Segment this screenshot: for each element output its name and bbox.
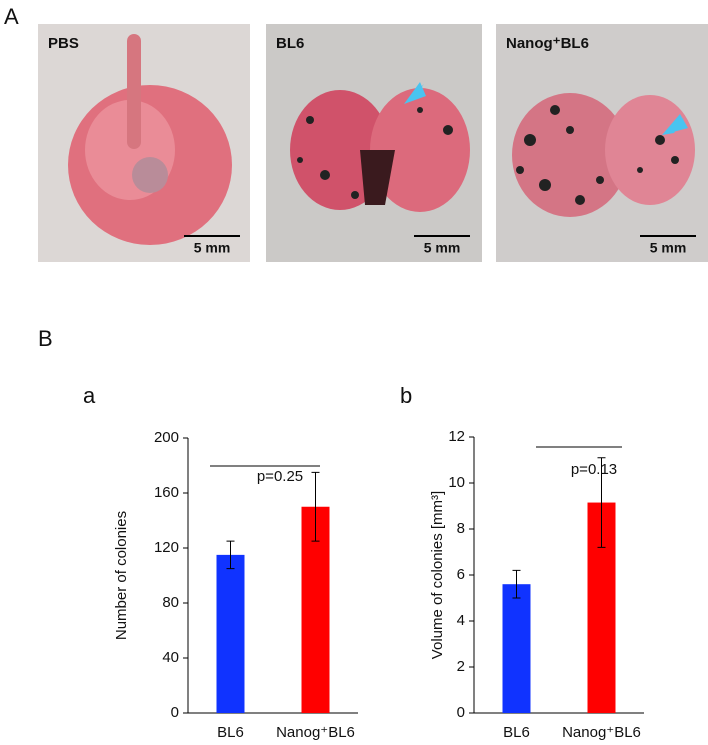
y-tick-label: 8 bbox=[457, 520, 465, 537]
error-bar bbox=[226, 540, 235, 570]
photo bbox=[496, 24, 708, 262]
subpanel-label: a bbox=[83, 383, 96, 408]
bar bbox=[216, 554, 245, 713]
scale-label: 5 mm bbox=[424, 240, 461, 256]
bar bbox=[502, 584, 531, 713]
y-tick-label: 0 bbox=[457, 704, 465, 721]
y-tick-label: 80 bbox=[162, 594, 179, 611]
y-tick-label: 6 bbox=[457, 566, 465, 583]
photo-label: PBS bbox=[48, 35, 79, 52]
y-tick-label: 0 bbox=[171, 704, 179, 721]
y-tick-label: 12 bbox=[448, 428, 465, 445]
scale-label: 5 mm bbox=[650, 240, 687, 256]
y-tick-label: 4 bbox=[457, 612, 465, 629]
scale-label: 5 mm bbox=[194, 240, 231, 256]
annotation: p=0.25 bbox=[257, 468, 303, 485]
y-tick-label: 120 bbox=[154, 539, 179, 556]
subpanel-label: b bbox=[400, 383, 412, 408]
error-bar bbox=[597, 457, 606, 548]
y-tick-label: 40 bbox=[162, 649, 179, 666]
error-bar bbox=[311, 471, 320, 542]
panel-label: B bbox=[38, 326, 53, 351]
x-tick-label: Nanog⁺BL6 bbox=[276, 724, 355, 741]
annotation: p=0.13 bbox=[571, 461, 617, 478]
y-tick-label: 200 bbox=[154, 429, 179, 446]
panel-label: A bbox=[4, 4, 19, 29]
y-tick-label: 2 bbox=[457, 658, 465, 675]
y-tick-label: 10 bbox=[448, 474, 465, 491]
x-tick-label: BL6 bbox=[217, 724, 244, 741]
x-tick-label: BL6 bbox=[503, 724, 530, 741]
photo bbox=[38, 24, 250, 262]
y-tick-label: 160 bbox=[154, 484, 179, 501]
x-tick-label: Nanog⁺BL6 bbox=[562, 724, 641, 741]
photo-label: Nanog⁺BL6 bbox=[506, 35, 589, 52]
photo-label: BL6 bbox=[276, 35, 304, 52]
photo bbox=[266, 24, 482, 262]
error-bar bbox=[512, 569, 521, 599]
y-axis-label: Number of colonies bbox=[113, 511, 130, 640]
y-axis-label: Volume of colonies [mm³] bbox=[429, 491, 446, 659]
